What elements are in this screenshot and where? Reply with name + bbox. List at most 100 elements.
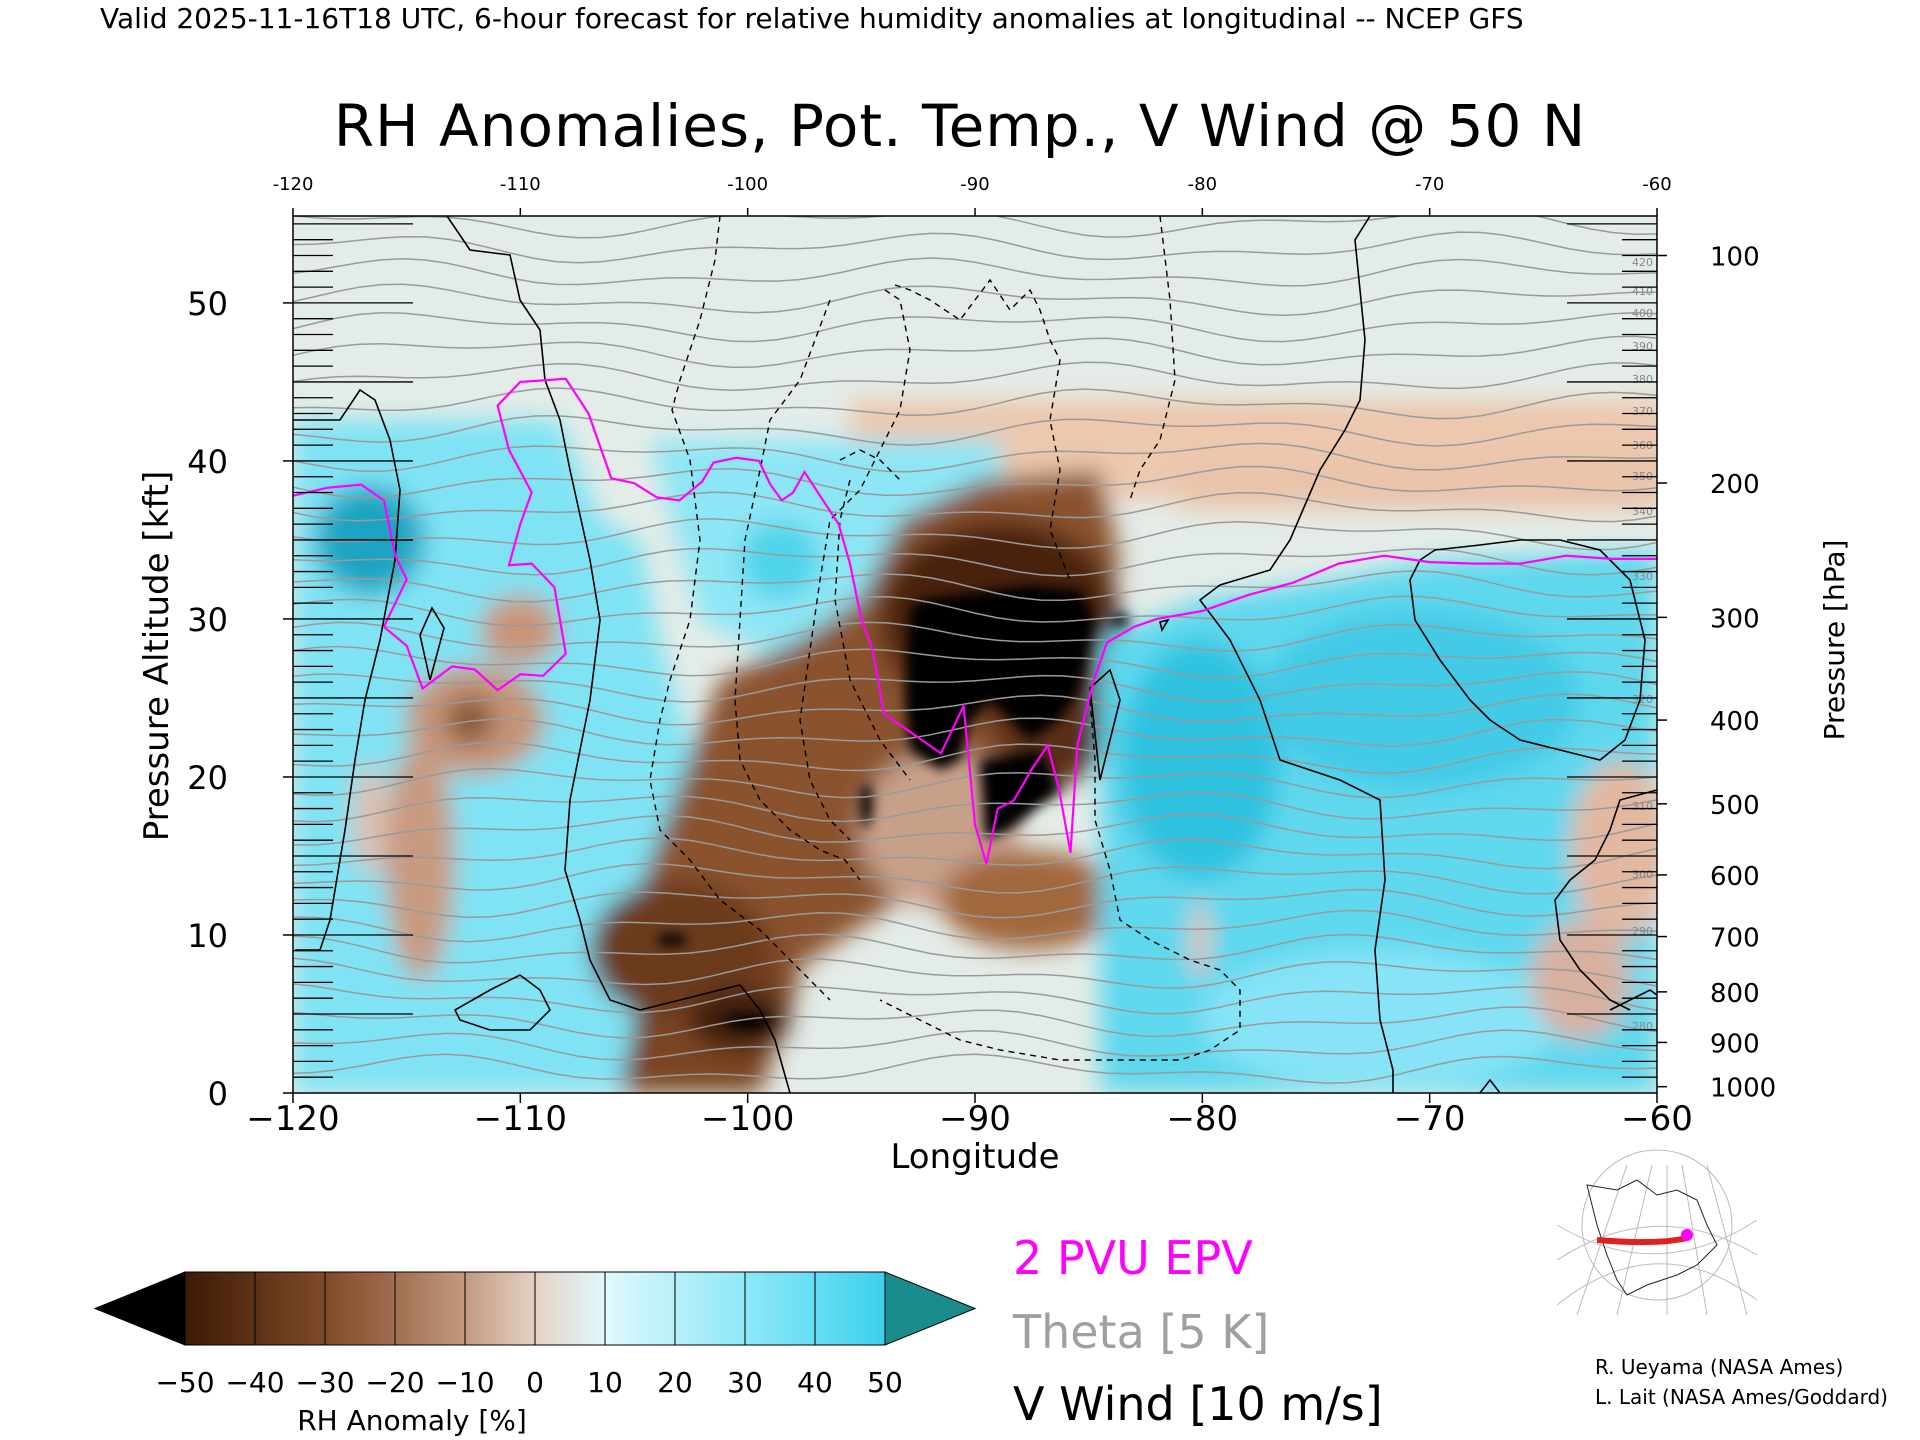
theta-line <box>293 491 1657 523</box>
y-tick-label-right: 100 <box>1710 243 1760 273</box>
theta-contour-labels: 2802903003103203303403503603703803904004… <box>1632 256 1653 1033</box>
theta-line <box>293 957 1657 989</box>
v-wind-contours <box>293 216 1657 1093</box>
colorbar-segment <box>464 1271 536 1346</box>
colorbar-tick-label: −40 <box>225 1366 284 1399</box>
theta-line <box>293 645 1657 679</box>
theta-line <box>293 671 1657 703</box>
v-wind-line <box>1609 989 1657 1011</box>
theta-label: 290 <box>1632 925 1653 938</box>
xlabel: Longitude <box>890 1137 1059 1177</box>
colorbar-tick-label: 30 <box>727 1366 763 1399</box>
theta-label: 300 <box>1632 868 1653 881</box>
theta-line <box>293 741 1657 774</box>
inset-map-coastline <box>1586 1179 1718 1296</box>
x-tick-label: −80 <box>1166 1099 1238 1139</box>
colorbar-segment <box>814 1271 886 1346</box>
chart-title: RH Anomalies, Pot. Temp., V Wind @ 50 N <box>333 92 1587 160</box>
rh-blob <box>385 740 455 980</box>
theta-line <box>293 361 1657 391</box>
credit-line-1: R. Ueyama (NASA Ames) <box>1595 1355 1844 1379</box>
y-tick-label: 50 <box>187 285 228 323</box>
y-tick-label-right: 200 <box>1710 470 1760 500</box>
y-tick-label-right: 900 <box>1710 1029 1760 1059</box>
legend-epv: 2 PVU EPV <box>1013 1231 1253 1285</box>
y-tick-label-right: 700 <box>1710 924 1760 954</box>
theta-line <box>293 231 1657 264</box>
inset-map-cross-section-line <box>1596 1235 1688 1246</box>
colorbar-segment <box>744 1271 816 1346</box>
colorbar-segment <box>604 1271 676 1346</box>
legend-theta: Theta [5 K] <box>1012 1305 1269 1359</box>
colorbar-tick-label: 0 <box>526 1366 544 1399</box>
v-wind-line <box>419 606 445 681</box>
theta-line <box>293 216 1657 239</box>
x-tick-label: −90 <box>939 1099 1011 1139</box>
legend: 2 PVU EPV Theta [5 K] V Wind [10 m/s] <box>1012 1231 1383 1431</box>
credit-line-2: L. Lait (NASA Ames/Goddard) <box>1595 1385 1888 1409</box>
rh-blob <box>1180 460 1657 510</box>
colorbar-segment <box>254 1271 326 1346</box>
v-wind-line <box>293 388 401 951</box>
x-tick-label: −110 <box>474 1099 567 1139</box>
colorbar-right-arrow <box>884 1271 977 1346</box>
colorbar-segment <box>674 1271 746 1346</box>
y-tick-label: 10 <box>187 917 228 955</box>
theta-label: 340 <box>1632 505 1653 518</box>
y-tick-label-right: 400 <box>1710 707 1760 737</box>
v-wind-line <box>453 974 551 1031</box>
v-wind-line <box>1089 668 1121 781</box>
theta-line <box>293 442 1657 473</box>
theta-line <box>293 311 1657 343</box>
colorbar-tick-label: 40 <box>797 1366 833 1399</box>
y-tick-label: 20 <box>187 759 228 797</box>
theta-line <box>293 257 1657 287</box>
colorbar-left-arrow <box>93 1271 186 1346</box>
theta-label: 380 <box>1632 373 1653 386</box>
theta-label: 310 <box>1632 800 1653 813</box>
v-wind-line <box>1554 789 1657 1011</box>
v-wind-line <box>1159 618 1170 633</box>
theta-line <box>293 465 1657 499</box>
y-tick-label-right: 800 <box>1710 979 1760 1009</box>
theta-line <box>293 621 1657 652</box>
rh-blob <box>1110 614 1130 626</box>
colorbar-tick-label: −50 <box>155 1366 214 1399</box>
theta-contours <box>293 216 1657 1084</box>
theta-line <box>293 547 1657 577</box>
legend-vwind: V Wind [10 m/s] <box>1013 1377 1383 1431</box>
rh-blob <box>940 850 1120 950</box>
theta-label: 330 <box>1632 570 1653 583</box>
rh-blob <box>1570 760 1657 940</box>
axis-text: −120 -120 −110 -110 −100 -100 −90 -90 −80 -80 −70 -… <box>187 174 1776 1139</box>
theta-line <box>293 837 1657 870</box>
theta-line <box>293 595 1657 627</box>
theta-line <box>293 791 1657 823</box>
colorbar-label: RH Anomaly [%] <box>297 1404 527 1437</box>
colorbar: −50 −40 −30 −20 −10 0 10 20 30 40 50 <box>93 1271 977 1399</box>
x-tick-label: −60 <box>1621 1099 1693 1139</box>
rh-blob <box>905 585 1095 770</box>
colorbar-tick-label: −10 <box>435 1366 494 1399</box>
theta-line <box>293 414 1657 447</box>
v-wind-negative-line <box>799 289 911 841</box>
colorbar-tick-label: 10 <box>587 1366 623 1399</box>
y-tick-label-right: 1000 <box>1710 1074 1776 1104</box>
colorbar-tick-label: −20 <box>365 1366 424 1399</box>
theta-line <box>293 813 1657 846</box>
theta-label: 280 <box>1632 1020 1653 1033</box>
theta-line <box>293 1053 1657 1084</box>
x-tick-label-top: -80 <box>1188 174 1217 195</box>
y-tick-label: 30 <box>187 601 228 639</box>
v-wind-negative-contours <box>649 216 1241 1061</box>
rh-blob <box>860 783 872 827</box>
y-tick-label-right: 300 <box>1710 604 1760 634</box>
v-wind-line <box>1479 1078 1501 1093</box>
x-tick-label-top: -110 <box>500 174 541 195</box>
v-wind-line <box>1409 539 1646 761</box>
v-wind-zero-line <box>446 216 791 1093</box>
theta-line <box>293 983 1657 1015</box>
y-tick-label: 40 <box>187 443 228 481</box>
rh-blob <box>656 934 688 946</box>
inset-map-marker <box>1681 1229 1693 1241</box>
